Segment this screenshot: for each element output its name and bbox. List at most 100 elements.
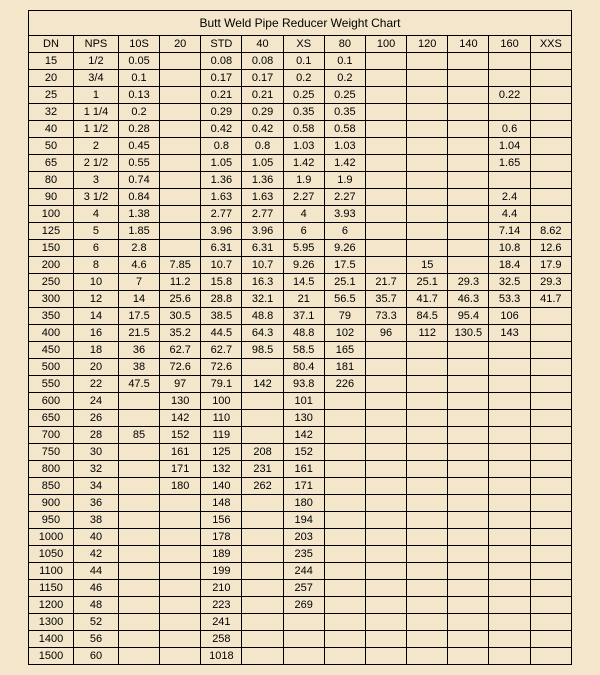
cell: 73.3 <box>365 308 406 325</box>
cell: 500 <box>29 359 74 376</box>
cell <box>365 495 406 512</box>
col-header: 10S <box>118 36 159 53</box>
cell: 30 <box>73 444 118 461</box>
cell: 250 <box>29 274 74 291</box>
table-row: 100040178203 <box>29 529 572 546</box>
cell: 21.5 <box>118 325 159 342</box>
cell: 241 <box>201 614 242 631</box>
cell: 0.42 <box>201 121 242 138</box>
cell: 2.27 <box>324 189 365 206</box>
cell <box>242 597 283 614</box>
cell: 119 <box>201 427 242 444</box>
cell: 32 <box>73 461 118 478</box>
cell: 269 <box>283 597 324 614</box>
cell <box>365 376 406 393</box>
cell <box>530 121 571 138</box>
cell <box>365 342 406 359</box>
cell: 100 <box>29 206 74 223</box>
cell <box>242 359 283 376</box>
cell: 1400 <box>29 631 74 648</box>
cell <box>365 427 406 444</box>
cell <box>160 529 201 546</box>
cell: 25.1 <box>407 274 448 291</box>
cell <box>365 189 406 206</box>
cell <box>489 53 530 70</box>
cell: 194 <box>283 512 324 529</box>
table-row: 321 1/40.20.290.290.350.35 <box>29 104 572 121</box>
cell: 2.77 <box>201 206 242 223</box>
cell: 0.2 <box>324 70 365 87</box>
cell <box>489 631 530 648</box>
cell: 0.84 <box>118 189 159 206</box>
cell <box>365 631 406 648</box>
table-row: 450183662.762.798.558.5165 <box>29 342 572 359</box>
cell: 80 <box>29 172 74 189</box>
table-row: 652 1/20.551.051.051.421.421.65 <box>29 155 572 172</box>
cell: 3 <box>73 172 118 189</box>
cell: 189 <box>201 546 242 563</box>
chart-title: Butt Weld Pipe Reducer Weight Chart <box>29 11 572 36</box>
cell: 3.96 <box>242 223 283 240</box>
cell <box>365 580 406 597</box>
table-row: 4001621.535.244.564.348.810296112130.514… <box>29 325 572 342</box>
cell: 0.1 <box>118 70 159 87</box>
cell: 262 <box>242 478 283 495</box>
cell <box>407 614 448 631</box>
cell: 1100 <box>29 563 74 580</box>
cell <box>118 529 159 546</box>
cell: 17.5 <box>324 257 365 274</box>
cell: 900 <box>29 495 74 512</box>
cell <box>530 376 571 393</box>
cell <box>489 376 530 393</box>
cell: 1 1/4 <box>73 104 118 121</box>
cell: 14.5 <box>283 274 324 291</box>
cell: 25.1 <box>324 274 365 291</box>
cell <box>407 223 448 240</box>
cell <box>448 631 489 648</box>
cell <box>448 597 489 614</box>
cell: 0.13 <box>118 87 159 104</box>
cell <box>118 546 159 563</box>
cell: 38 <box>118 359 159 376</box>
cell <box>118 648 159 665</box>
table-row: 203/40.10.170.170.20.2 <box>29 70 572 87</box>
cell <box>448 444 489 461</box>
cell <box>448 546 489 563</box>
cell <box>407 580 448 597</box>
cell <box>530 206 571 223</box>
cell: 14 <box>73 308 118 325</box>
cell <box>530 529 571 546</box>
cell <box>365 206 406 223</box>
cell <box>530 563 571 580</box>
cell: 0.05 <box>118 53 159 70</box>
cell <box>365 597 406 614</box>
cell: 50 <box>29 138 74 155</box>
cell: 0.17 <box>201 70 242 87</box>
cell: 72.6 <box>160 359 201 376</box>
cell: 95.4 <box>448 308 489 325</box>
cell: 62.7 <box>160 342 201 359</box>
cell: 0.58 <box>324 121 365 138</box>
cell: 6 <box>73 240 118 257</box>
cell: 18 <box>73 342 118 359</box>
cell: 10 <box>73 274 118 291</box>
cell <box>160 614 201 631</box>
cell <box>489 478 530 495</box>
cell <box>118 393 159 410</box>
cell <box>530 427 571 444</box>
cell <box>242 648 283 665</box>
cell: 7 <box>118 274 159 291</box>
cell: 56.5 <box>324 291 365 308</box>
cell <box>365 257 406 274</box>
cell <box>283 648 324 665</box>
cell <box>407 461 448 478</box>
cell <box>324 393 365 410</box>
cell: 85 <box>118 427 159 444</box>
cell: 130 <box>160 393 201 410</box>
cell <box>489 597 530 614</box>
cell: 6 <box>283 223 324 240</box>
cell: 3.93 <box>324 206 365 223</box>
cell <box>118 512 159 529</box>
table-row: 20084.67.8510.710.79.2617.51518.417.9 <box>29 257 572 274</box>
cell: 62.7 <box>201 342 242 359</box>
